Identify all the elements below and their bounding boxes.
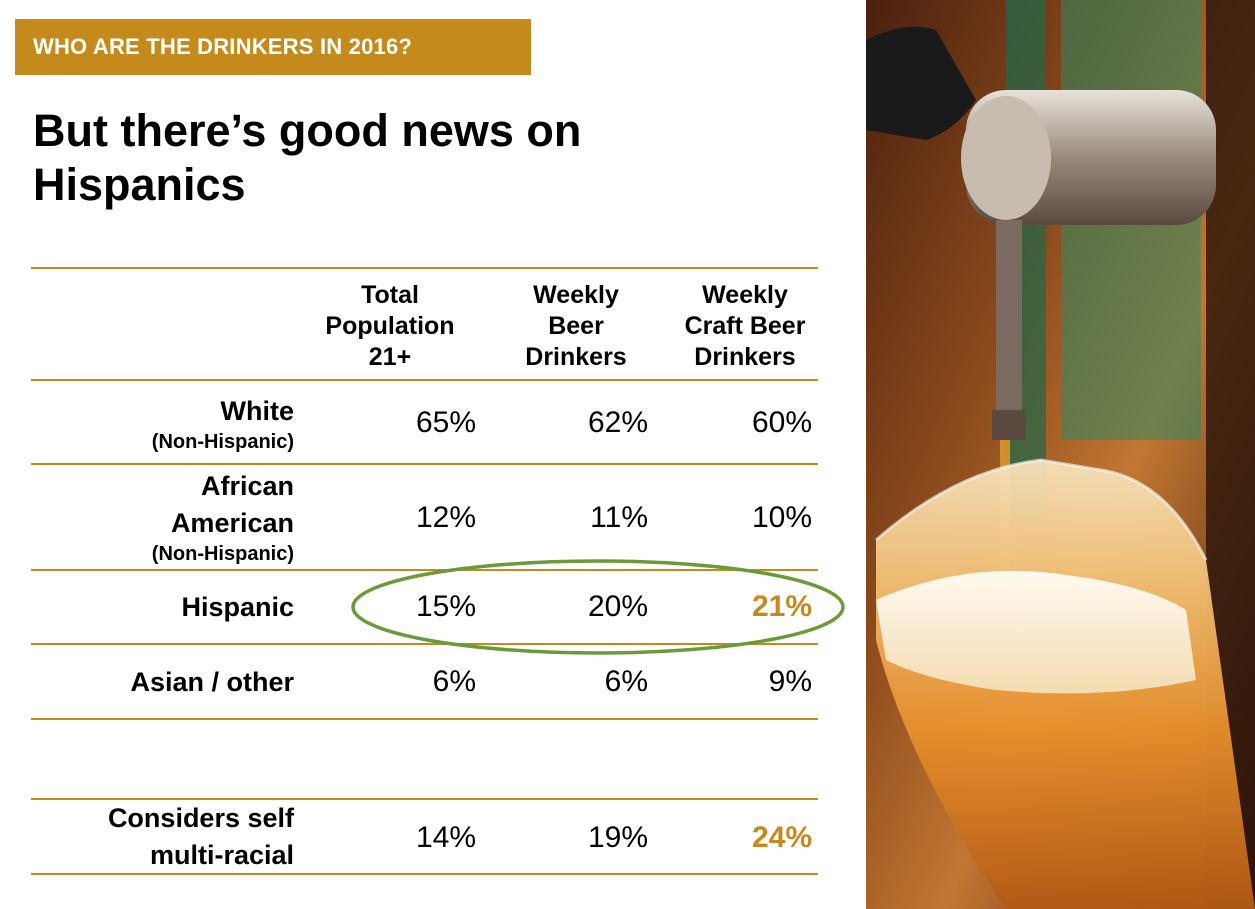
highlight-ellipse bbox=[351, 559, 845, 655]
row-label-text: Considers self bbox=[107, 803, 294, 833]
row-label-text: White bbox=[220, 396, 295, 426]
column-header-weekly-craft-beer: Weekly Craft Beer Drinkers bbox=[660, 280, 830, 373]
column-header-weekly-beer: Weekly Beer Drinkers bbox=[491, 280, 661, 373]
row-label-sub: (Non-Hispanic) bbox=[151, 543, 294, 565]
cell-value: 65% bbox=[415, 406, 476, 439]
row-label-text: Asian / other bbox=[130, 667, 294, 697]
row-divider bbox=[31, 569, 818, 571]
row-label-text: American bbox=[170, 508, 294, 538]
section-banner: WHO ARE THE DRINKERS IN 2016? bbox=[15, 19, 531, 75]
row-label-text: African bbox=[200, 471, 294, 501]
row-label-multi-racial: Considers self multi-racial bbox=[108, 800, 294, 874]
page-title: But there’s good news on Hispanics bbox=[33, 104, 753, 212]
header-line: Craft Beer bbox=[684, 312, 806, 340]
row-label-white: White (Non-Hispanic) bbox=[152, 393, 294, 454]
cell-value: 60% bbox=[751, 406, 812, 439]
beer-tap-pouring-image bbox=[866, 0, 1255, 909]
table-top-rule bbox=[31, 267, 818, 269]
row-label-text: Hispanic bbox=[181, 592, 294, 622]
row-label-hispanic: Hispanic bbox=[181, 589, 294, 626]
cell-value: 11% bbox=[590, 501, 648, 534]
header-line: Drinkers bbox=[694, 343, 796, 371]
cell-value: 10% bbox=[751, 501, 812, 534]
row-label-sub: (Non-Hispanic) bbox=[151, 431, 294, 453]
cell-value: 20% bbox=[587, 590, 648, 623]
cell-value-highlight: 24% bbox=[751, 821, 812, 854]
cell-value: 12% bbox=[415, 501, 476, 534]
glass-rim bbox=[875, 458, 1208, 561]
spout-tip bbox=[992, 410, 1026, 440]
column-header-total-population: Total Population 21+ bbox=[305, 280, 475, 373]
row-divider bbox=[31, 718, 818, 720]
row-divider bbox=[31, 463, 818, 465]
cell-value: 19% bbox=[587, 821, 648, 854]
header-line: 21+ bbox=[368, 343, 412, 371]
row-divider bbox=[31, 643, 818, 645]
cell-value: 9% bbox=[768, 665, 812, 698]
header-line: Total bbox=[361, 281, 419, 309]
tap-collar bbox=[961, 96, 1051, 220]
header-bottom-rule bbox=[31, 379, 818, 381]
tap-spout bbox=[996, 220, 1022, 420]
title-line-1: But there’s good news on bbox=[33, 105, 582, 156]
banner-text: WHO ARE THE DRINKERS IN 2016? bbox=[33, 34, 413, 59]
cell-value: 14% bbox=[415, 821, 476, 854]
beer-illustration bbox=[866, 0, 1255, 909]
header-line: Weekly bbox=[533, 281, 619, 309]
cell-value-highlight: 21% bbox=[751, 590, 812, 623]
row-label-african-american: African American (Non-Hispanic) bbox=[152, 468, 294, 566]
header-line: Drinkers bbox=[525, 343, 627, 371]
tap-handle bbox=[866, 26, 976, 141]
row-divider bbox=[31, 798, 818, 800]
cell-value: 15% bbox=[415, 590, 476, 623]
header-line: Weekly bbox=[702, 281, 788, 309]
cell-value: 6% bbox=[432, 665, 476, 698]
cell-value: 62% bbox=[587, 406, 648, 439]
cell-value: 6% bbox=[604, 665, 648, 698]
row-label-asian-other: Asian / other bbox=[130, 664, 294, 701]
beer-foam bbox=[876, 570, 1196, 694]
row-label-text: multi-racial bbox=[149, 840, 294, 870]
header-line: Population bbox=[325, 312, 455, 340]
title-line-2: Hispanics bbox=[33, 159, 246, 210]
header-line: Beer bbox=[548, 312, 604, 340]
table-bottom-rule bbox=[31, 873, 818, 875]
